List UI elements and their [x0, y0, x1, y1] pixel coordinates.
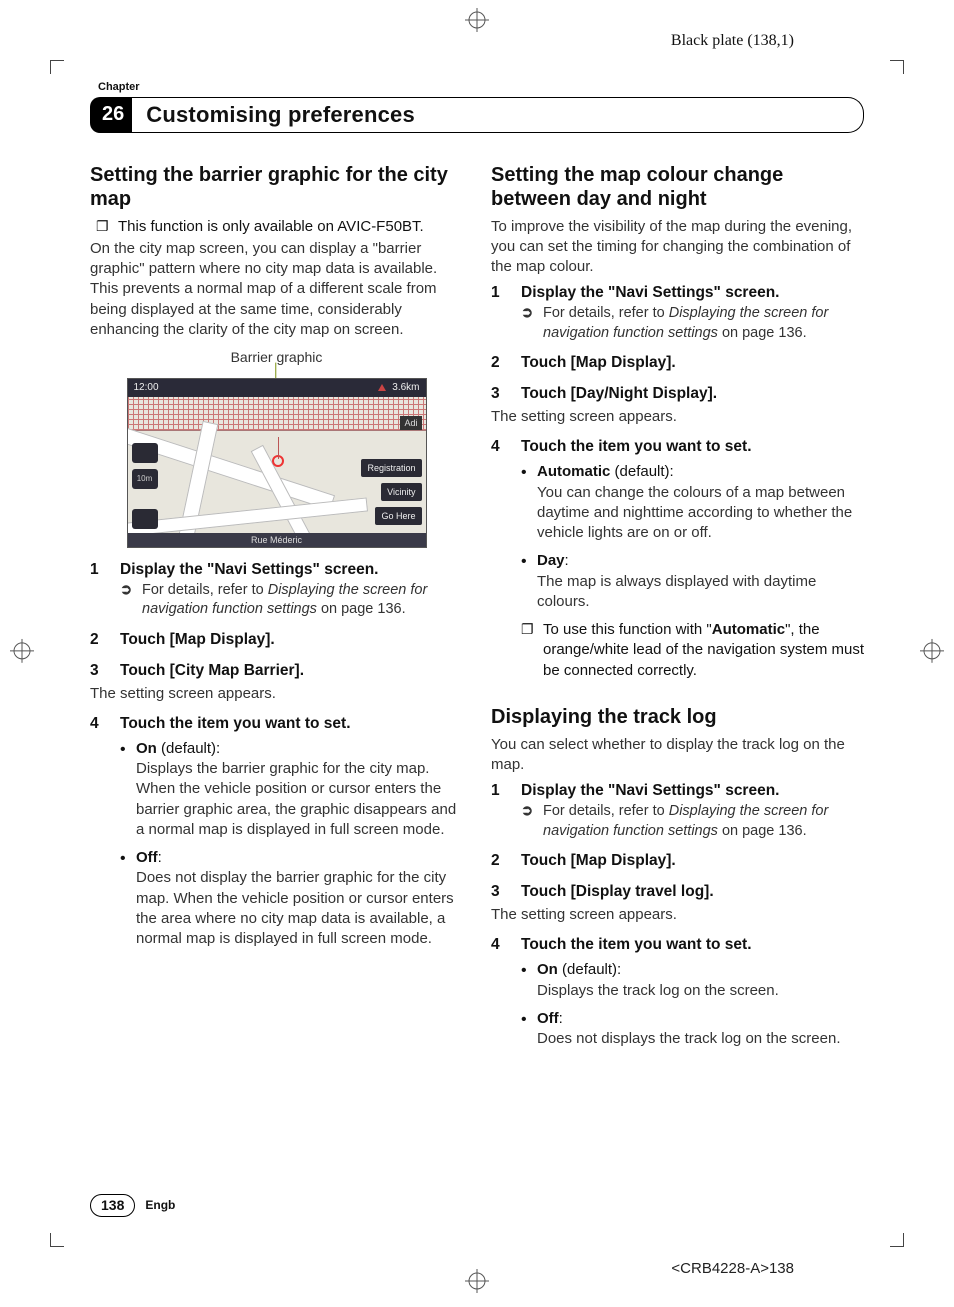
crop-tick [890, 60, 904, 74]
reg-mark-left [10, 638, 34, 668]
tl-step-2-title: Touch [Map Display]. [521, 851, 676, 872]
chapter-number: 26 [90, 97, 132, 133]
dn-step-2: 2Touch [Map Display]. [491, 353, 864, 374]
dn-step-2-title: Touch [Map Display]. [521, 353, 676, 374]
step-3-title: Touch [City Map Barrier]. [120, 661, 304, 682]
step-1-title: Display the "Navi Settings" screen. [120, 560, 378, 581]
barrier-figure: Barrier graphic │ 12:00 3.6km Adi [127, 348, 427, 548]
step-3: 3Touch [City Map Barrier]. The setting s… [90, 661, 463, 704]
reg-mark-right [920, 638, 944, 668]
footer-code: <CRB4228-A>138 [671, 1259, 794, 1279]
section-heading-barrier: Setting the barrier graphic for the city… [90, 163, 463, 211]
north-icon [378, 384, 386, 391]
map-mode-control [132, 509, 158, 529]
section-heading-tracklog: Displaying the track log [491, 705, 864, 729]
map-scale-label: 10m [132, 469, 158, 489]
automatic-note-text: To use this function with "Automatic", t… [543, 620, 864, 681]
dn-step-1-title: Display the "Navi Settings" screen. [521, 283, 779, 304]
reg-mark-top [465, 8, 489, 38]
tl-step-3: 3Touch [Display travel log]. The setting… [491, 882, 864, 925]
tracklog-intro: You can select whether to display the tr… [491, 735, 864, 776]
dn-step-4-title: Touch the item you want to set. [521, 437, 752, 458]
map-distance: 3.6km [392, 381, 419, 395]
right-column: Setting the map colour change between da… [491, 163, 864, 1060]
tl-step-2: 2Touch [Map Display]. [491, 851, 864, 872]
left-column: Setting the barrier graphic for the city… [90, 163, 463, 1060]
step-4: 4Touch the item you want to set. On (def… [90, 714, 463, 949]
chapter-label: Chapter [98, 80, 864, 95]
daynight-intro: To improve the visibility of the map dur… [491, 217, 864, 278]
availability-note: ❐ This function is only available on AVI… [90, 217, 463, 237]
tl-step-4: 4Touch the item you want to set. On (def… [491, 935, 864, 1049]
note-icon: ❐ [521, 620, 535, 681]
map-registration-button: Registration [361, 459, 421, 477]
option-on-desc1: Displays the barrier graphic for the cit… [136, 759, 463, 779]
crop-tick [50, 60, 64, 74]
chapter-title: Customising preferences [146, 100, 415, 130]
tl-step-3-title: Touch [Display travel log]. [521, 882, 714, 903]
option-automatic: Automatic (default): You can change the … [521, 462, 864, 543]
step-2: 2Touch [Map Display]. [90, 630, 463, 651]
step-1-refer: For details, refer to Displaying the scr… [142, 581, 463, 620]
refer-icon: ➲ [120, 581, 134, 620]
tl-option-off-desc: Does not displays the track log on the s… [537, 1029, 864, 1049]
black-plate-label: Black plate (138,1) [671, 30, 794, 52]
dn-step-4: 4Touch the item you want to set. Automat… [491, 437, 864, 680]
refer-icon: ➲ [521, 802, 535, 841]
automatic-note: ❐ To use this function with "Automatic",… [491, 620, 864, 681]
map-street-label: Rue Méderic [128, 533, 426, 547]
option-automatic-desc: You can change the colours of a map betw… [537, 483, 864, 544]
crop-tick [50, 1233, 64, 1247]
chapter-title-wrap: Customising preferences [132, 97, 864, 133]
step-4-title: Touch the item you want to set. [120, 714, 351, 735]
tl-step-1-refer: For details, refer to Displaying the scr… [543, 802, 864, 841]
intro-paragraph: On the city map screen, you can display … [90, 239, 463, 340]
option-off: Off: Does not display the barrier graphi… [120, 848, 463, 949]
note-icon: ❐ [96, 217, 110, 237]
option-on-desc2: When the vehicle position or cursor ente… [136, 779, 463, 840]
figure-pointer: │ [127, 369, 427, 378]
map-time: 12:00 [134, 381, 159, 395]
dn-step-1-refer: For details, refer to Displaying the scr… [543, 304, 864, 343]
dn-step-1: 1Display the "Navi Settings" screen. ➲ F… [491, 283, 864, 343]
tl-step-1-title: Display the "Navi Settings" screen. [521, 781, 779, 802]
crop-tick [890, 1233, 904, 1247]
option-off-desc: Does not display the barrier graphic for… [136, 868, 463, 949]
tl-option-on-desc: Displays the track log on the screen. [537, 981, 864, 1001]
step-2-title: Touch [Map Display]. [120, 630, 275, 651]
map-gohere-button: Go Here [375, 507, 421, 525]
step-1: 1Display the "Navi Settings" screen. ➲ F… [90, 560, 463, 620]
refer-icon: ➲ [521, 304, 535, 343]
dn-step-3-title: Touch [Day/Night Display]. [521, 384, 717, 405]
tl-option-on: On (default): Displays the track log on … [521, 960, 864, 1001]
barrier-hatch-area: Adi [128, 397, 426, 431]
map-cursor-icon [272, 455, 284, 467]
map-screenshot: 12:00 3.6km Adi [127, 378, 427, 548]
page-footer: 138 Engb [90, 1194, 175, 1217]
tl-step-3-after: The setting screen appears. [491, 905, 864, 925]
note-text: This function is only available on AVIC-… [118, 217, 463, 237]
map-zoom-control [132, 443, 158, 463]
option-day-desc: The map is always displayed with daytime… [537, 572, 864, 613]
tl-step-4-title: Touch the item you want to set. [521, 935, 752, 956]
language-label: Engb [145, 1197, 175, 1213]
chapter-header: 26 Customising preferences [90, 97, 864, 133]
dn-step-3: 3Touch [Day/Night Display]. The setting … [491, 384, 864, 427]
option-on: On (default): Displays the barrier graph… [120, 739, 463, 840]
option-day: Day: The map is always displayed with da… [521, 551, 864, 612]
page-number: 138 [90, 1194, 135, 1217]
reg-mark-bottom [465, 1269, 489, 1299]
map-vicinity-button: Vicinity [381, 483, 421, 501]
section-heading-daynight: Setting the map colour change between da… [491, 163, 864, 211]
dn-step-3-after: The setting screen appears. [491, 407, 864, 427]
step-3-after: The setting screen appears. [90, 684, 463, 704]
tl-step-1: 1Display the "Navi Settings" screen. ➲ F… [491, 781, 864, 841]
adj-label: Adi [400, 416, 421, 430]
tl-option-off: Off: Does not displays the track log on … [521, 1009, 864, 1050]
